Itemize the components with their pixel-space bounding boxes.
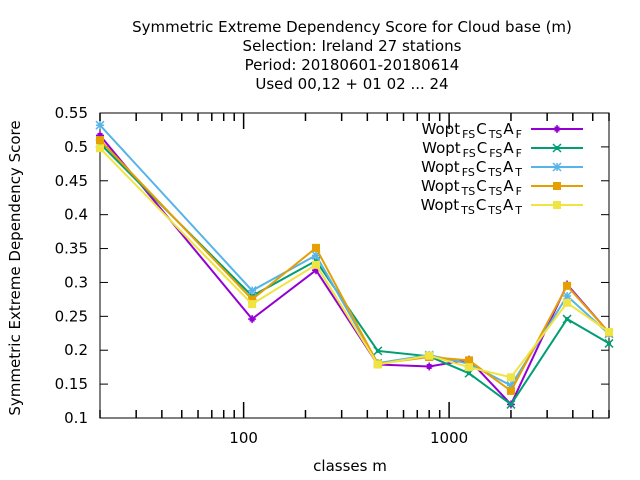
x-axis-label: classes m: [313, 457, 387, 475]
legend-item: Wopt TSC TSA F: [421, 177, 583, 198]
series-2: [95, 138, 614, 409]
data-point: [373, 360, 382, 369]
data-point: [373, 346, 383, 356]
plot-area: [99, 112, 610, 419]
title-line: Used 00,12 + 01 02 ... 24: [255, 75, 448, 93]
y-axis-label: Symmetric Extreme Dependency Score: [6, 120, 24, 415]
data-point: [96, 136, 104, 145]
data-point: [96, 144, 104, 153]
data-point: [506, 373, 515, 382]
data-point: [562, 291, 572, 301]
data-point: [552, 162, 562, 172]
series-line: [99, 139, 610, 393]
y-tick-label: 0.35: [55, 240, 88, 258]
data-point: [563, 298, 572, 307]
series-3: [95, 120, 614, 390]
data-point: [248, 300, 257, 309]
legend-item: Wopt TSC TSA T: [421, 196, 583, 217]
data-point: [465, 363, 474, 372]
data-point: [311, 260, 320, 269]
x-tick-label: 100: [229, 429, 258, 447]
data-point: [95, 120, 105, 130]
x-tick-label: 1000: [430, 429, 468, 447]
y-tick-label: 0.25: [55, 307, 88, 325]
y-tick-label: 0.1: [64, 409, 88, 427]
data-point: [552, 143, 562, 153]
data-point: [604, 338, 614, 348]
data-point: [553, 125, 561, 133]
title-line: Symmetric Extreme Dependency Score for C…: [132, 18, 572, 36]
series-line: [99, 147, 610, 379]
y-tick-label: 0.2: [64, 341, 88, 359]
data-point: [248, 315, 257, 324]
y-tick-label: 0.5: [64, 138, 88, 156]
legend-label: Wopt FSC FSA F: [422, 139, 522, 160]
legend-label: Wopt TSC TSA F: [421, 177, 522, 198]
data-point: [425, 351, 434, 360]
y-tick-label: 0.55: [55, 104, 88, 122]
data-point: [562, 314, 572, 324]
legend-item: Wopt FSC FSA F: [422, 139, 583, 160]
title-line: Period: 20180601-20180614: [245, 56, 460, 74]
data-point: [311, 243, 320, 252]
data-point: [506, 386, 515, 395]
series-4: [96, 136, 613, 395]
y-tick-label: 0.3: [64, 273, 88, 291]
series-5: [96, 144, 613, 382]
legend-label: Wopt FSC TSA T: [421, 158, 522, 179]
data-point: [506, 399, 516, 409]
y-tick-label: 0.45: [55, 172, 88, 190]
data-point: [247, 286, 257, 296]
y-tick-label: 0.4: [64, 206, 88, 224]
series-line: [99, 134, 610, 407]
legend-item: Wopt FSC TSA F: [422, 120, 583, 141]
data-point: [465, 356, 474, 365]
legend-item: Wopt FSC TSA T: [421, 158, 583, 179]
chart-title: Symmetric Extreme Dependency Score for C…: [132, 18, 572, 93]
data-point: [605, 327, 613, 336]
data-point: [553, 201, 561, 209]
series-group: [95, 120, 614, 409]
title-line: Selection: Ireland 27 stations: [243, 37, 462, 55]
series-line: [99, 124, 610, 387]
data-point: [553, 182, 561, 190]
data-point: [425, 362, 434, 371]
data-point: [563, 281, 572, 290]
series-line: [99, 142, 610, 406]
y-tick-label: 0.15: [55, 375, 88, 393]
legend-label: Wopt FSC TSA F: [422, 120, 522, 141]
legend-label: Wopt TSC TSA T: [421, 196, 523, 217]
plot-border: [99, 112, 610, 419]
axis-ticks: 0.1 0.15 0.2 0.25 0.3 0.35 0.4 0.45 0.5 0.55 100 10…: [55, 104, 610, 447]
